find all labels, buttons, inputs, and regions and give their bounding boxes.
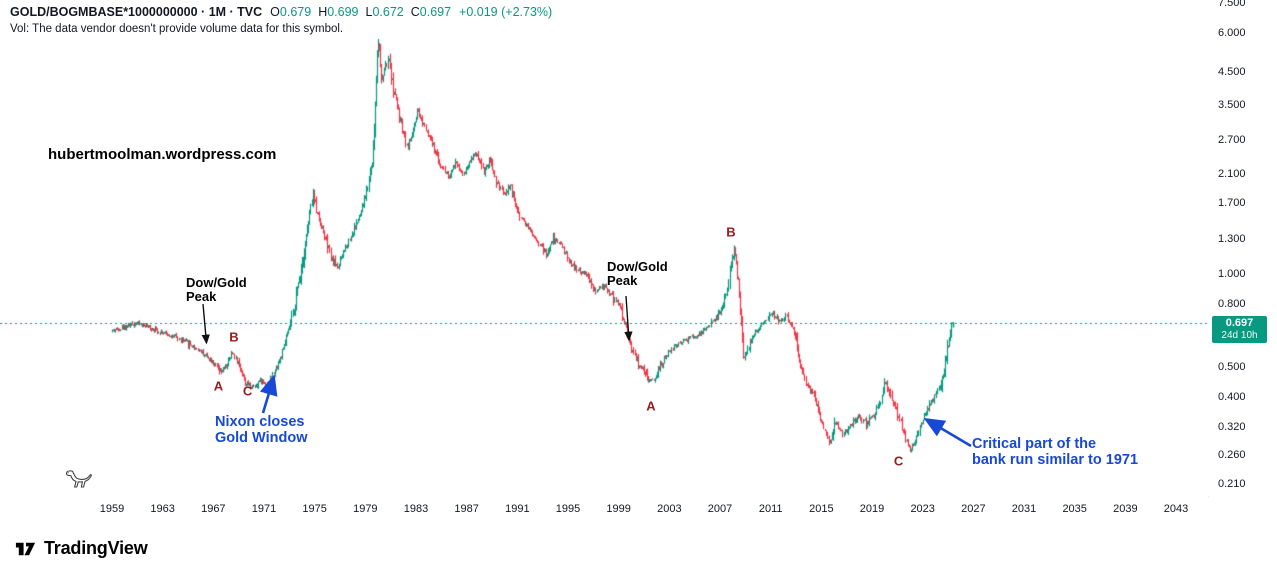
last-price-value: 0.697 xyxy=(1225,316,1254,329)
bank-run-line1: Critical part of the xyxy=(972,436,1097,452)
ohlc-l: L0.672 xyxy=(365,5,404,19)
dowgold-peak-line1: Dow/Gold xyxy=(186,275,247,290)
wave-marker-c[interactable]: C xyxy=(893,453,904,469)
year-tick-label: 1967 xyxy=(201,503,226,515)
year-tick-label: 2003 xyxy=(657,503,682,515)
dowgold-peak-line1: Dow/Gold xyxy=(607,259,668,274)
dowgold-peak-line2: Peak xyxy=(186,289,217,304)
candlestick-canvas[interactable] xyxy=(0,0,1208,496)
wave-marker-c[interactable]: C xyxy=(242,383,253,399)
ohlc-values: O0.679 H0.699 L0.672 C0.697 xyxy=(270,5,451,19)
year-tick-label: 1991 xyxy=(505,503,530,515)
price-tick-label: 1.300 xyxy=(1218,232,1246,245)
year-tick-label: 1995 xyxy=(555,503,581,515)
year-tick-label: 2011 xyxy=(758,503,783,515)
watermark-text-drawing[interactable]: hubertmoolman.wordpress.com xyxy=(48,146,277,163)
year-tick-label: 2015 xyxy=(809,503,834,515)
tradingview-wordmark[interactable]: TradingView xyxy=(44,538,148,558)
year-tick-label: 1963 xyxy=(150,503,175,515)
ohlc-h: H0.699 xyxy=(318,5,359,19)
price-tick-label: 1.000 xyxy=(1218,268,1246,280)
price-tick-label: 2.700 xyxy=(1218,134,1246,147)
price-tick-label: 6.000 xyxy=(1218,26,1246,39)
bar-countdown: 24d 10h xyxy=(1221,329,1258,341)
price-tick-label: 0.320 xyxy=(1218,421,1246,434)
year-tick-label: 1987 xyxy=(454,503,479,515)
nixon-label[interactable]: Nixon closes Gold Window xyxy=(215,414,308,446)
year-tick-label: 2043 xyxy=(1163,503,1189,515)
year-tick-label: 2035 xyxy=(1062,503,1087,515)
year-tick-label: 1971 xyxy=(251,503,277,515)
year-tick-label: 2023 xyxy=(910,503,935,515)
price-tick-label: 4.500 xyxy=(1218,65,1246,78)
bank-run-line2: bank run similar to 1971 xyxy=(972,452,1139,468)
wave-marker-a[interactable]: A xyxy=(213,378,224,394)
dino-drawing[interactable] xyxy=(62,467,96,493)
year-tick-label: 2019 xyxy=(859,503,885,515)
time-axis[interactable]: 1959 1963 1967 1971 1975 1979 1983 1987 1991 1995… xyxy=(0,496,1208,522)
year-tick-label: 2031 xyxy=(1011,503,1037,515)
year-tick-label: 1975 xyxy=(302,503,327,515)
symbol-title[interactable]: GOLD/BOGMBASE*1000000000 · 1M · TVC xyxy=(10,5,263,19)
dowgold-peak-label-2[interactable]: Dow/Gold Peak xyxy=(607,260,668,288)
price-axis[interactable]: 0.697 24d 10h 7.500 6.000 4.500 3.500 2.700 2… xyxy=(1208,0,1277,496)
price-tick-label: 7.500 xyxy=(1218,0,1246,9)
wave-marker-b[interactable]: B xyxy=(726,224,736,240)
price-tick-label: 2.100 xyxy=(1218,168,1246,181)
bank-run-label[interactable]: Critical part of the bank run similar to… xyxy=(972,436,1138,468)
volume-notice: Vol: The data vendor doesn't provide vol… xyxy=(10,23,344,35)
year-tick-label: 2007 xyxy=(707,503,733,515)
year-tick-label: 1959 xyxy=(99,503,125,515)
footer-branding: TradingView xyxy=(14,537,148,560)
ohlc-o: O0.679 xyxy=(270,5,312,19)
ohlc-c: C0.697 xyxy=(410,5,452,19)
year-tick-label: 1983 xyxy=(403,503,429,515)
price-change: +0.019 (+2.73%) xyxy=(459,5,553,19)
year-tick-label: 2027 xyxy=(961,503,986,515)
price-tick-label: 3.500 xyxy=(1218,99,1246,112)
last-price-badge: 0.697 24d 10h xyxy=(1212,315,1267,343)
nixon-line2: Gold Window xyxy=(215,430,308,446)
chart-plot-area[interactable]: GOLD/BOGMBASE*1000000000 · 1M · TVC O0.6… xyxy=(0,0,1209,497)
price-tick-label: 0.800 xyxy=(1218,298,1246,311)
price-tick-label: 0.400 xyxy=(1218,391,1246,404)
dowgold-peak-line2: Peak xyxy=(607,273,638,288)
price-tick-label: 1.700 xyxy=(1218,196,1246,209)
wave-marker-b[interactable]: B xyxy=(229,329,239,345)
price-tick-label: 0.210 xyxy=(1218,478,1246,491)
nixon-line1: Nixon closes xyxy=(215,414,305,430)
dowgold-peak-label-1[interactable]: Dow/Gold Peak xyxy=(186,276,247,304)
year-tick-label: 1979 xyxy=(353,503,378,515)
price-tick-label: 0.260 xyxy=(1218,449,1246,462)
year-tick-label: 1999 xyxy=(606,503,631,515)
symbol-legend[interactable]: GOLD/BOGMBASE*1000000000 · 1M · TVC O0.6… xyxy=(10,5,552,19)
year-tick-label: 2039 xyxy=(1113,503,1138,515)
tradingview-logo-icon[interactable] xyxy=(14,537,37,560)
price-tick-label: 0.500 xyxy=(1218,361,1246,374)
wave-marker-a[interactable]: A xyxy=(646,398,656,414)
